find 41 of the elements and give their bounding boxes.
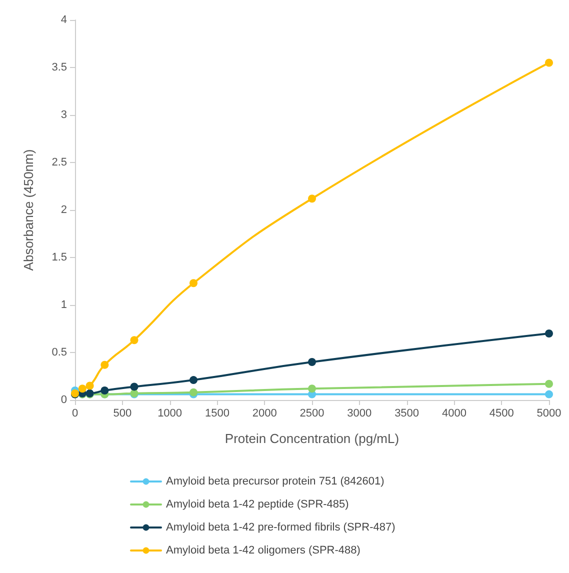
x-tick-label: 2000 bbox=[252, 408, 277, 420]
x-tick-label: 2500 bbox=[300, 408, 324, 420]
point bbox=[545, 390, 553, 398]
y-tick-label: 1 bbox=[60, 299, 67, 311]
x-tick-label: 5000 bbox=[536, 408, 562, 420]
x-axis-title: Protein Concentration (pg/mL) bbox=[224, 431, 400, 446]
x-tick-label: 4500 bbox=[489, 408, 514, 420]
point bbox=[545, 380, 553, 388]
x-tick-label: 3500 bbox=[394, 408, 420, 420]
legend-label: Amyloid beta 1-42 peptide (SPR-485) bbox=[166, 498, 349, 510]
x-tick-label: 3000 bbox=[347, 408, 372, 420]
point bbox=[100, 386, 109, 394]
y-axis-title: Absorbance (450nm) bbox=[21, 149, 36, 271]
y-tick-label: 2.5 bbox=[52, 156, 67, 168]
y-tick-label: 2 bbox=[60, 204, 67, 216]
point bbox=[308, 384, 316, 393]
y-tick-label: 0 bbox=[60, 394, 67, 406]
legend-label: Amyloid beta precursor protein 751 (842601) bbox=[166, 476, 384, 488]
point bbox=[308, 358, 316, 366]
y-tick-label: 3.5 bbox=[52, 62, 67, 74]
point bbox=[308, 194, 316, 203]
x-tick-label: 500 bbox=[113, 408, 132, 420]
y-tick-label: 0.5 bbox=[52, 346, 67, 358]
point bbox=[86, 382, 94, 390]
point bbox=[100, 360, 109, 369]
point bbox=[190, 279, 198, 288]
point bbox=[130, 382, 138, 391]
point bbox=[130, 336, 138, 344]
x-tick-label: 1000 bbox=[158, 408, 182, 420]
point bbox=[190, 376, 198, 384]
y-tick-label: 1.5 bbox=[52, 252, 67, 264]
x-tick-label: 4000 bbox=[442, 408, 466, 420]
x-tick-label: 0 bbox=[72, 408, 78, 420]
legend-label: Amyloid beta 1-42 pre-formed fibrils (SPR-487) bbox=[166, 522, 396, 534]
legend-label: Amyloid beta 1-42 oligomers (SPR-488) bbox=[166, 544, 360, 556]
y-tick-label: 3 bbox=[60, 109, 67, 121]
point bbox=[78, 384, 86, 393]
point bbox=[545, 330, 553, 338]
x-tick-label: 1500 bbox=[204, 408, 230, 420]
y-tick-label: 4 bbox=[60, 14, 67, 26]
point bbox=[545, 58, 553, 67]
